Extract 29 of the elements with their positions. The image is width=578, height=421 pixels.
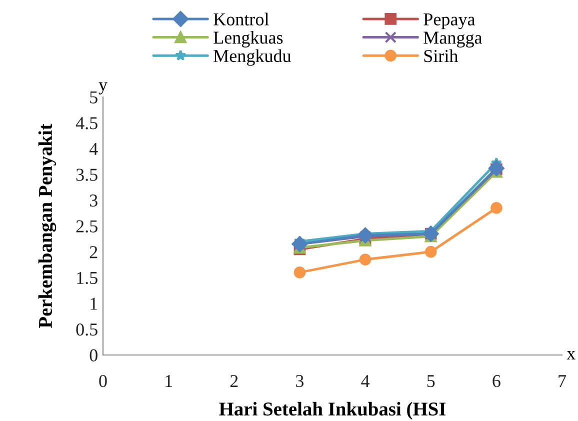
x-axis-title: Hari Setelah Inkubasi (HSI <box>219 402 446 420</box>
x-tick-label: 2 <box>230 375 238 387</box>
x-tick-label: 7 <box>558 375 566 387</box>
y-tick-label: 3.5 <box>76 168 98 181</box>
x-tick-label: 3 <box>296 375 304 388</box>
y-tick-label: 5 <box>90 91 98 104</box>
x-tick-label: 5 <box>427 375 435 388</box>
text: y <box>98 82 108 94</box>
y-tick-label: 2 <box>90 246 98 258</box>
text: x <box>566 351 576 360</box>
y-tick-label: 4.5 <box>76 117 98 130</box>
y-tick-label: 1 <box>90 298 98 310</box>
legend-label: Mengkudu <box>214 49 292 66</box>
legend-label: Sirih <box>424 49 458 62</box>
legend-label: Pepaya <box>424 13 476 30</box>
y-tick-label: 1.5 <box>77 272 98 284</box>
legend-label: Lengkuas <box>214 31 283 48</box>
legend-label: Mangga <box>424 32 482 48</box>
y-axis-title: Perkembangan Penyakit <box>38 124 56 328</box>
y-tick-label: 2.5 <box>76 220 98 233</box>
y-tick-label: 4 <box>89 142 98 155</box>
y-tick-label: 0.5 <box>76 323 98 336</box>
legend-label: Kontrol <box>214 12 269 26</box>
x-tick-label: 1 <box>166 375 172 387</box>
y-tick-label: 0 <box>90 349 98 362</box>
y-tick-label: 3 <box>90 194 98 207</box>
x-tick-label: 0 <box>99 374 107 388</box>
x-tick-label: 6 <box>492 375 500 388</box>
x-tick-label: 4 <box>361 375 370 387</box>
